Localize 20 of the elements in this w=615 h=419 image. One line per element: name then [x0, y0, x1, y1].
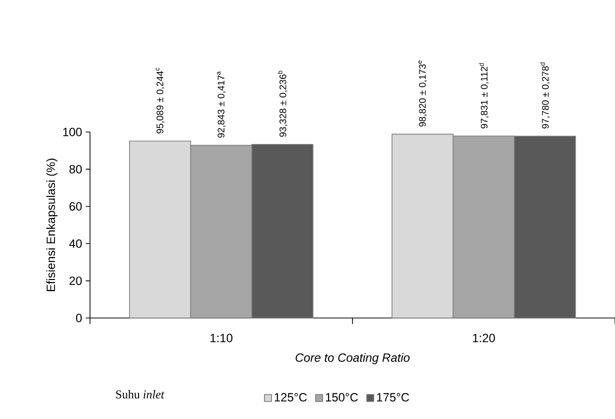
x-tick-label: 1:20: [473, 334, 495, 342]
data-label: 97,780 ± 0,278$^{d}$: [540, 62, 550, 128]
data-label: 97,831 ± 0,112$^{d}$: [478, 63, 489, 128]
legend-label: 125°C: [274, 393, 307, 402]
data-label: 93,328 ± 0,236$^{b}$: [278, 70, 288, 137]
y-axis-title: Efisiensi Enkapsulasi (%): [46, 158, 58, 292]
legend-label: 150°C: [326, 393, 358, 402]
data-label: 98,820 ± 0,173$^{e}$: [418, 60, 427, 127]
y-tick-label: 80: [69, 164, 82, 174]
y-tick-label: 0: [76, 314, 82, 322]
x-axis-title: Core to Coating Ratio: [296, 353, 410, 364]
data-label: 92,843 ± 0,417$^{a}$: [216, 71, 226, 138]
x-tick-label: 1:10: [210, 334, 232, 342]
y-tick-label: 40: [69, 239, 82, 248]
y-tick-label: 60: [70, 202, 82, 211]
y-tick-label: 100: [63, 128, 82, 136]
y-tick-label: 20: [70, 276, 82, 286]
legend-label: 175°C: [377, 393, 410, 402]
data-label: 95,089 ± 0,244$^{c}$: [156, 68, 164, 134]
legend-title: Suhu inlet: [116, 390, 164, 398]
